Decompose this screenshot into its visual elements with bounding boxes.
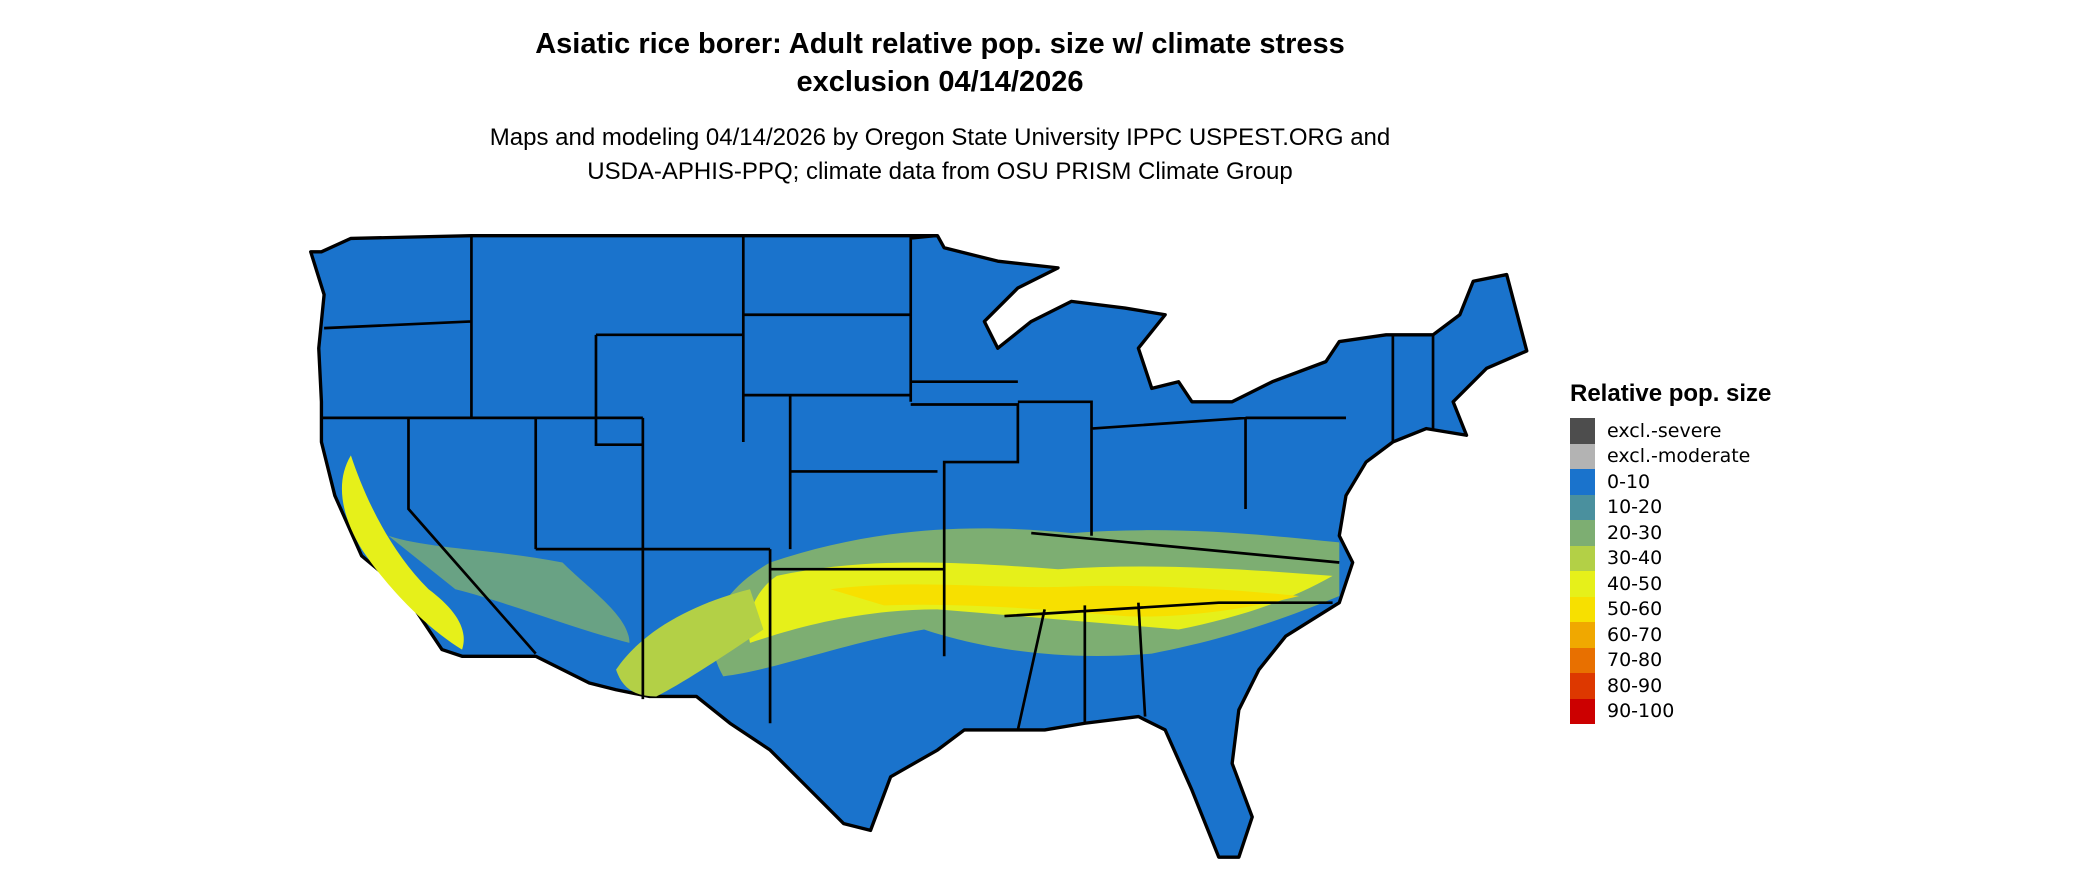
legend-item: 80-90 <box>1570 673 1771 699</box>
map-subtitle-line1: Maps and modeling 04/14/2026 by Oregon S… <box>489 124 1391 151</box>
legend-item: 60-70 <box>1570 622 1771 648</box>
legend-swatch <box>1570 673 1595 699</box>
legend-label: 50-60 <box>1607 598 1663 621</box>
legend-label: 30-40 <box>1607 547 1663 570</box>
legend-swatch <box>1570 545 1595 571</box>
legend-item: 70-80 <box>1570 647 1771 673</box>
legend-label: 60-70 <box>1607 623 1663 646</box>
legend-label: 70-80 <box>1607 649 1663 672</box>
legend-item: 90-100 <box>1570 698 1771 724</box>
legend-swatch <box>1570 647 1595 673</box>
band-southeast-50-60 <box>830 584 1300 617</box>
map-subtitle-line2: USDA-APHIS-PPQ; climate data from OSU PR… <box>587 158 1293 185</box>
band-california-30-50 <box>341 455 464 650</box>
legend-title: Relative pop. size <box>1570 380 1772 407</box>
map-title-line1: Asiatic rice borer: Adult relative pop. … <box>535 28 1345 60</box>
legend-label: 10-20 <box>1607 496 1663 519</box>
legend-swatch <box>1570 443 1595 469</box>
legend-swatch <box>1570 622 1595 648</box>
legend-label: 0-10 <box>1607 470 1651 493</box>
state-borders <box>321 234 1435 731</box>
map-title-line2: exclusion 04/14/2026 <box>796 66 1084 98</box>
legend-label: 20-30 <box>1607 521 1663 544</box>
legend-item: 30-40 <box>1570 545 1771 571</box>
band-california-20-30 <box>388 535 630 643</box>
legend-item: 20-30 <box>1570 520 1771 546</box>
legend-item: 10-20 <box>1570 494 1771 520</box>
suitability-bands <box>341 455 1340 697</box>
legend-label: excl.-moderate <box>1607 445 1751 468</box>
legend-swatch <box>1570 494 1595 520</box>
legend-item: 40-50 <box>1570 571 1771 597</box>
legend-swatch <box>1570 469 1595 495</box>
legend-swatch <box>1570 698 1595 724</box>
legend-item: excl.-severe <box>1570 418 1771 444</box>
legend-swatch <box>1570 418 1595 444</box>
legend-swatch <box>1570 520 1595 546</box>
legend-item: 0-10 <box>1570 469 1771 495</box>
legend-label: 90-100 <box>1607 700 1675 723</box>
legend-label: 80-90 <box>1607 674 1663 697</box>
legend-swatch <box>1570 571 1595 597</box>
legend-label: 40-50 <box>1607 572 1663 595</box>
legend-item: excl.-moderate <box>1570 443 1771 469</box>
legend-swatch <box>1570 596 1595 622</box>
legend: Relative pop. size excl.-severe excl.-mod… <box>1570 380 1771 724</box>
legend-item: 50-60 <box>1570 596 1771 622</box>
band-southwest-30-50 <box>616 589 764 697</box>
legend-label: excl.-severe <box>1607 419 1722 442</box>
